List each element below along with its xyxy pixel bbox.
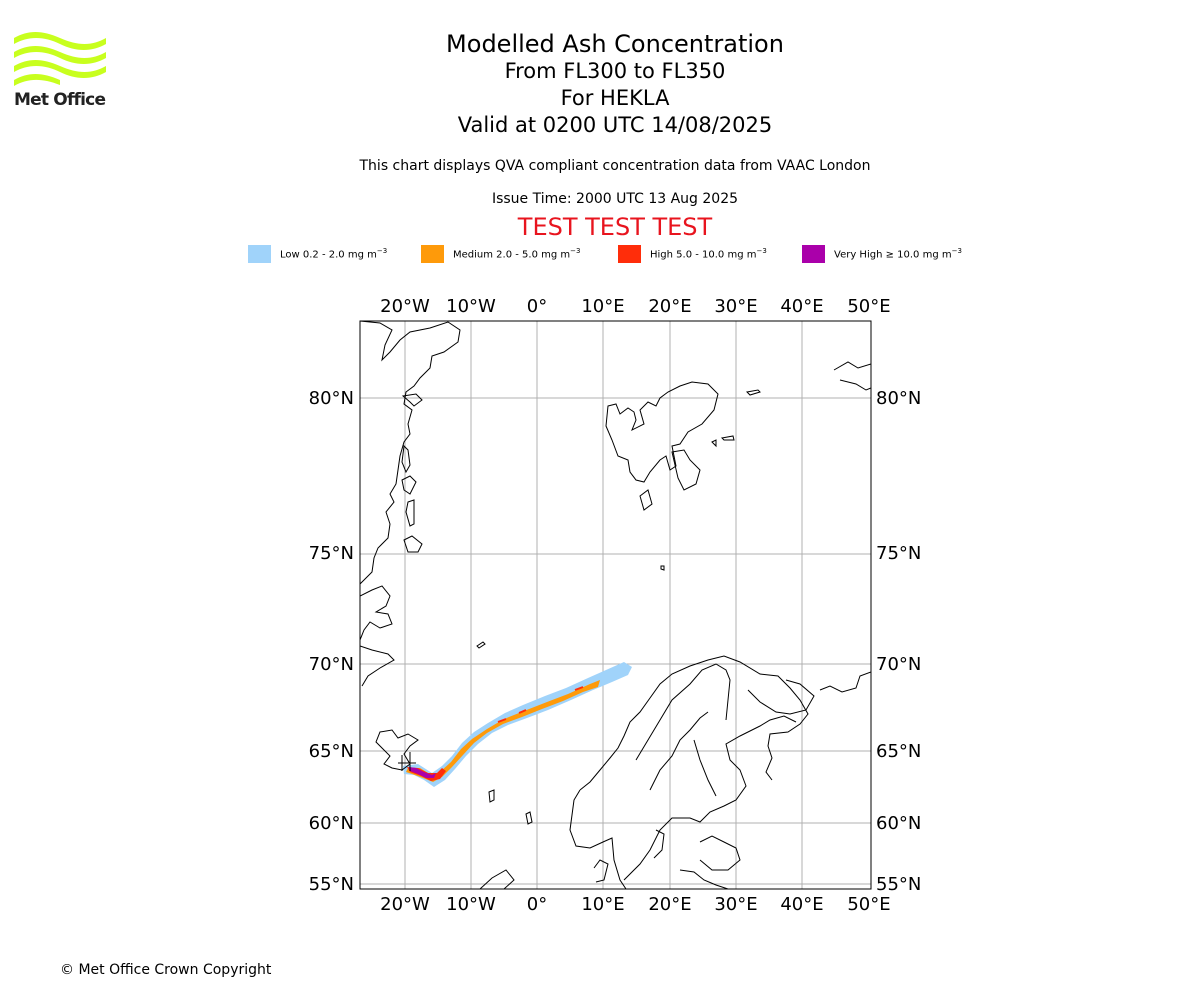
lat-label-left-75n: 75°N [309, 543, 354, 564]
lon-label-top-20w: 20°W [380, 296, 430, 317]
legend-swatch-medium [421, 245, 444, 263]
legend-label-high: High 5.0 - 10.0 mg m [650, 249, 757, 261]
wave-logo-icon [14, 32, 106, 86]
lon-label-bottom-20e: 20°E [648, 894, 691, 915]
coastlines [360, 321, 871, 889]
legend-label-medium: Medium 2.0 - 5.0 mg m [453, 249, 571, 261]
lon-label-top-10e: 10°E [581, 296, 624, 317]
legend-swatch-high [618, 245, 641, 263]
chart-title: Modelled Ash Concentration [446, 30, 784, 58]
lat-label-left-65n: 65°N [309, 741, 354, 762]
lon-label-top-50e: 50°E [847, 296, 890, 317]
ash-plume-very-high [409, 767, 436, 778]
lon-label-bottom-10e: 10°E [581, 894, 624, 915]
lat-label-right-75n: 75°N [876, 543, 921, 564]
chart-description: This chart displays QVA compliant concen… [359, 158, 871, 174]
lon-label-top-0: 0° [527, 296, 547, 317]
lon-label-bottom-20w: 20°W [380, 894, 430, 915]
legend-item-high: High 5.0 - 10.0 mg m−3 [618, 244, 767, 264]
met-office-logo: Met Office [14, 30, 106, 110]
lon-label-top-30e: 30°E [714, 296, 757, 317]
lon-label-bottom-40e: 40°E [780, 894, 823, 915]
legend-item-medium: Medium 2.0 - 5.0 mg m−3 [421, 244, 580, 264]
title-block: Modelled Ash Concentration From FL300 to… [315, 30, 915, 139]
flight-level-range: From FL300 to FL350 [504, 59, 726, 83]
lat-label-right-55n: 55°N [876, 874, 921, 895]
ash-plume-low [403, 662, 632, 787]
legend: Low 0.2 - 2.0 mg m−3 Medium 2.0 - 5.0 mg… [0, 244, 1200, 264]
graticule [360, 321, 871, 889]
lat-label-left-55n: 55°N [309, 874, 354, 895]
lon-label-bottom-0: 0° [527, 894, 547, 915]
lon-label-bottom-50e: 50°E [847, 894, 890, 915]
ash-plume-medium [406, 680, 600, 782]
logo-wordmark: Met Office [14, 90, 106, 110]
valid-time: Valid at 0200 UTC 14/08/2025 [457, 113, 773, 137]
lat-label-right-80n: 80°N [876, 388, 921, 409]
legend-label-low: Low 0.2 - 2.0 mg m [280, 249, 377, 261]
legend-item-low: Low 0.2 - 2.0 mg m−3 [248, 244, 387, 264]
volcano-name: For HEKLA [560, 86, 670, 110]
lon-label-top-10w: 10°W [446, 296, 496, 317]
lon-label-top-20e: 20°E [648, 296, 691, 317]
lon-label-top-40e: 40°E [780, 296, 823, 317]
lat-label-right-70n: 70°N [876, 654, 921, 675]
lon-label-bottom-10w: 10°W [446, 894, 496, 915]
lat-label-right-65n: 65°N [876, 741, 921, 762]
legend-swatch-very-high [802, 245, 825, 263]
legend-label-very-high: Very High ≥ 10.0 mg m [834, 249, 952, 261]
test-banner: TEST TEST TEST [517, 213, 713, 241]
map-content [360, 321, 871, 889]
legend-item-very-high: Very High ≥ 10.0 mg m−3 [802, 244, 962, 264]
map-frame [359, 320, 872, 890]
lon-label-bottom-30e: 30°E [714, 894, 757, 915]
lat-label-left-70n: 70°N [309, 654, 354, 675]
copyright-notice: © Met Office Crown Copyright [60, 962, 272, 978]
lat-label-right-60n: 60°N [876, 813, 921, 834]
lat-label-left-60n: 60°N [309, 813, 354, 834]
lat-label-left-80n: 80°N [309, 388, 354, 409]
legend-swatch-low [248, 245, 271, 263]
issue-time: Issue Time: 2000 UTC 13 Aug 2025 [491, 191, 739, 207]
